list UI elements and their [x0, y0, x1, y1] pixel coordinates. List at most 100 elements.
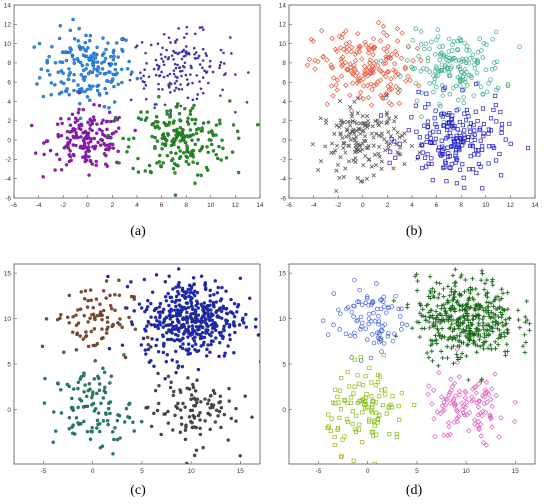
data-point — [181, 401, 185, 406]
data-point — [118, 317, 122, 321]
data-point — [488, 300, 494, 306]
data-point — [352, 51, 358, 58]
data-point — [396, 100, 403, 107]
data-point — [355, 96, 360, 101]
data-point — [172, 58, 175, 61]
data-point — [64, 58, 69, 63]
data-point — [44, 139, 49, 143]
data-point — [449, 117, 454, 122]
data-point — [173, 171, 177, 175]
data-point — [433, 73, 439, 79]
data-point — [453, 153, 458, 158]
data-point — [179, 422, 184, 426]
data-point — [65, 315, 70, 319]
data-point — [331, 400, 336, 405]
data-point — [172, 142, 176, 147]
data-point — [172, 161, 177, 166]
data-point — [164, 216, 167, 219]
data-point — [190, 317, 195, 322]
data-point — [178, 139, 182, 143]
data-point — [475, 327, 480, 332]
x-tick-label: 4 — [410, 202, 414, 209]
data-point — [397, 417, 402, 422]
data-point — [37, 41, 42, 46]
data-point — [194, 131, 199, 136]
data-point — [97, 127, 102, 132]
data-point — [92, 136, 96, 141]
data-point — [348, 68, 354, 75]
data-point — [355, 30, 361, 37]
data-point — [61, 71, 65, 75]
data-point — [384, 121, 389, 126]
data-point — [94, 159, 98, 164]
data-point — [103, 134, 107, 138]
data-point — [188, 112, 193, 117]
data-point — [434, 341, 440, 346]
data-point — [188, 128, 193, 132]
data-point — [357, 287, 362, 293]
data-point — [370, 332, 375, 337]
data-point — [419, 326, 425, 331]
data-point — [433, 108, 438, 113]
data-point — [85, 54, 89, 59]
data-point — [84, 150, 88, 154]
data-point — [427, 288, 433, 294]
data-point — [315, 168, 321, 173]
data-point — [178, 69, 182, 73]
data-point — [78, 101, 82, 106]
data-point — [488, 396, 494, 403]
data-point — [187, 51, 190, 55]
data-point — [219, 406, 224, 410]
data-point — [83, 383, 87, 387]
panel-label-b: (b) — [405, 224, 423, 239]
data-point — [175, 308, 180, 312]
data-point — [218, 394, 223, 398]
data-point — [217, 354, 221, 359]
data-point — [88, 123, 92, 127]
panel-label-d: (d) — [405, 483, 423, 498]
data-point — [256, 333, 260, 337]
data-point — [92, 327, 97, 331]
data-point — [177, 87, 181, 91]
points — [29, 17, 260, 219]
series-2 — [29, 90, 137, 179]
data-point — [123, 355, 128, 360]
data-point — [480, 316, 485, 322]
data-point — [139, 306, 144, 310]
data-point — [67, 321, 71, 325]
data-point — [332, 131, 337, 136]
data-point — [450, 398, 456, 404]
y-tick-label: -6 — [5, 195, 11, 202]
data-point — [206, 401, 210, 406]
data-point — [176, 366, 180, 370]
data-point — [196, 138, 200, 142]
data-point — [437, 145, 442, 150]
data-point — [146, 319, 150, 324]
data-point — [190, 421, 194, 425]
data-point — [389, 137, 394, 142]
data-point — [189, 301, 194, 305]
data-point — [104, 279, 109, 283]
data-point — [452, 309, 458, 314]
data-point — [432, 116, 437, 121]
data-point — [91, 145, 95, 149]
data-point — [86, 71, 91, 76]
data-point — [211, 300, 216, 305]
data-point — [352, 150, 358, 155]
data-point — [180, 74, 183, 78]
data-point — [196, 126, 201, 131]
data-point — [384, 92, 389, 98]
data-point — [145, 324, 149, 328]
data-point — [360, 129, 365, 134]
data-point — [173, 193, 178, 197]
data-point — [132, 309, 136, 313]
data-point — [175, 406, 180, 410]
data-point — [474, 81, 479, 86]
data-point — [453, 321, 459, 326]
data-point — [178, 118, 182, 122]
data-point — [79, 375, 83, 379]
data-point — [78, 334, 82, 338]
data-point — [363, 42, 369, 48]
data-point — [396, 306, 401, 312]
data-point — [201, 66, 204, 70]
